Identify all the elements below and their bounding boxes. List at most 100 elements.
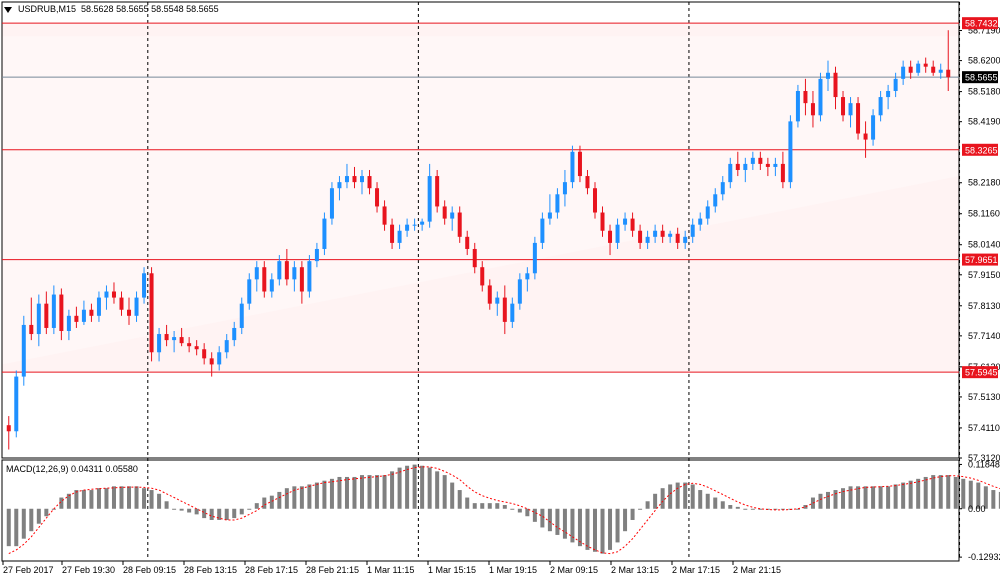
macd-bar bbox=[931, 475, 936, 509]
candle-body bbox=[923, 63, 928, 67]
candle-body bbox=[946, 69, 951, 78]
macd-bar bbox=[961, 478, 966, 509]
macd-bar bbox=[367, 475, 372, 509]
candle-body bbox=[89, 309, 94, 316]
candle-body bbox=[232, 327, 237, 341]
macd-bar bbox=[307, 484, 312, 509]
macd-bar bbox=[540, 508, 545, 528]
macd-bar bbox=[254, 503, 259, 509]
y-tick-label: 57.5130 bbox=[968, 392, 1000, 402]
macd-bar bbox=[142, 488, 147, 509]
macd-panel-frame bbox=[1, 459, 960, 562]
macd-bar bbox=[149, 490, 154, 509]
macd-bar bbox=[269, 495, 274, 509]
candle-body bbox=[901, 66, 906, 79]
candle-body bbox=[780, 163, 785, 183]
symbol-label: USDRUB,M15 bbox=[18, 4, 77, 14]
candle-body bbox=[450, 212, 455, 219]
candle-body bbox=[886, 90, 891, 98]
macd-bar bbox=[465, 497, 470, 509]
candle-body bbox=[307, 261, 312, 292]
macd-bar bbox=[299, 486, 304, 509]
candle-body bbox=[818, 78, 823, 116]
candle-body bbox=[149, 273, 154, 353]
macd-bar bbox=[953, 476, 958, 509]
macd-bar bbox=[562, 508, 567, 539]
macd-bar bbox=[525, 508, 530, 517]
macd-bar bbox=[217, 508, 222, 520]
macd-bar bbox=[916, 478, 921, 509]
macd-bar bbox=[81, 490, 86, 509]
macd-bar bbox=[547, 508, 552, 532]
macd-bar bbox=[856, 486, 861, 509]
macd-bar bbox=[901, 482, 906, 509]
candle-body bbox=[600, 212, 605, 231]
macd-bar bbox=[683, 482, 688, 509]
candle-body bbox=[59, 294, 64, 332]
candle-body bbox=[134, 297, 139, 316]
current-price-label: 58.5655 bbox=[965, 73, 998, 83]
macd-y-tick-label: 0.00 bbox=[968, 504, 986, 514]
candle-body bbox=[360, 176, 365, 183]
candle-body bbox=[743, 163, 748, 170]
macd-bar bbox=[74, 490, 79, 509]
candle-body bbox=[765, 163, 770, 167]
macd-bar bbox=[427, 467, 432, 509]
macd-bar bbox=[179, 508, 184, 511]
macd-bar bbox=[232, 508, 237, 519]
macd-bar bbox=[277, 491, 282, 509]
candle-body bbox=[841, 97, 846, 116]
level-label-0: 58.7432 bbox=[965, 19, 998, 29]
macd-bar bbox=[645, 501, 650, 509]
macd-bar bbox=[750, 508, 755, 510]
candle-body bbox=[735, 163, 740, 170]
candle-body bbox=[645, 236, 650, 243]
y-tick-label: 58.5180 bbox=[968, 87, 1000, 97]
candle-body bbox=[856, 103, 861, 134]
level-label-bg-2 bbox=[962, 253, 998, 266]
level-label-2: 57.9651 bbox=[965, 255, 998, 265]
macd-bar bbox=[89, 490, 94, 509]
chart-menu-icon[interactable] bbox=[4, 7, 12, 13]
macd-bar bbox=[352, 476, 357, 509]
macd-bar bbox=[863, 486, 868, 509]
candle-body bbox=[472, 248, 477, 268]
candle-body bbox=[547, 212, 552, 219]
candle-body bbox=[254, 267, 259, 280]
macd-bar bbox=[795, 508, 800, 510]
x-tick-label: 28 Feb 09:15 bbox=[123, 565, 176, 575]
y-tick-label: 57.8130 bbox=[968, 301, 1000, 311]
candle-body bbox=[44, 303, 49, 328]
candle-body bbox=[615, 224, 620, 243]
x-tick-label: 1 Mar 11:15 bbox=[367, 565, 414, 575]
candle-body bbox=[623, 218, 628, 225]
price-panel-frame bbox=[1, 1, 960, 459]
macd-bar bbox=[555, 508, 560, 535]
macd-bar bbox=[743, 508, 748, 510]
macd-bar bbox=[976, 482, 981, 509]
macd-bar bbox=[51, 508, 56, 510]
candle-body bbox=[750, 157, 755, 164]
macd-bar bbox=[375, 475, 380, 509]
candle-body bbox=[863, 133, 868, 140]
candle-body bbox=[14, 376, 19, 432]
macd-y-tick-label: -0.12932 bbox=[968, 552, 1000, 562]
macd-bar bbox=[119, 486, 124, 509]
ohlc-text: 58.5628 58.5655 58.5548 58.5655 bbox=[81, 4, 219, 14]
candle-body bbox=[773, 163, 778, 167]
macd-bar bbox=[397, 467, 402, 509]
candle-body bbox=[344, 176, 349, 183]
y-tick-label: 57.9150 bbox=[968, 270, 1000, 280]
candle-body bbox=[405, 224, 410, 231]
macd-bar bbox=[908, 480, 913, 509]
macd-bar bbox=[698, 490, 703, 509]
candle-body bbox=[217, 352, 222, 365]
candle-body bbox=[29, 324, 34, 335]
candle-body bbox=[690, 224, 695, 237]
candle-body bbox=[871, 115, 876, 140]
candle-body bbox=[803, 90, 808, 104]
macd-bar bbox=[420, 465, 425, 509]
macd-bar bbox=[412, 464, 417, 509]
candle-body bbox=[299, 267, 304, 292]
